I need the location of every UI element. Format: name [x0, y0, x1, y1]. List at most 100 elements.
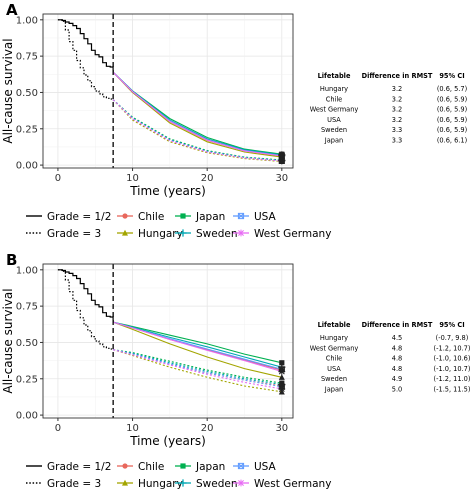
plot-border	[42, 263, 294, 419]
table-cell: 3.3	[392, 137, 403, 145]
legend-marker-west-germany	[237, 479, 245, 487]
table-header: 95% CI	[439, 321, 464, 329]
series-lines	[112, 321, 282, 393]
table-cell: 4.8	[392, 365, 403, 373]
series-line-sweden-grade12	[112, 321, 282, 368]
legend-label: Sweden	[196, 478, 238, 490]
table-cell: (-1.2, 10.7)	[434, 344, 471, 352]
table-cell: 5.0	[392, 386, 403, 394]
legend-label: Hungary	[138, 228, 183, 240]
legend-marker-hungary	[122, 479, 128, 486]
x-axis-title: Time (years)	[129, 184, 206, 198]
series-line-hungary-grade12	[112, 321, 282, 378]
table-cell: Japan	[324, 386, 343, 394]
legend-marker-chile	[122, 463, 128, 469]
table-cell: (-1.0, 10.7)	[434, 365, 471, 373]
y-axis: 0.00 0.25 0.50 0.75 1.00	[16, 265, 43, 422]
table-cell: Japan	[324, 137, 343, 145]
y-tick-label: 0.75	[16, 302, 38, 313]
y-axis: 0.00 0.25 0.50 0.75 1.00	[16, 15, 43, 172]
y-axis-title: All-cause survival	[1, 38, 15, 143]
y-tick-label: 1.00	[16, 15, 38, 26]
table-cell: USA	[327, 365, 341, 373]
table-cell: Sweden	[321, 126, 347, 134]
legend-label: Japan	[195, 211, 225, 223]
table-cell: 3.2	[392, 116, 403, 124]
table-cell: (-1.2, 11.0)	[434, 375, 471, 383]
legend-label: Grade = 1/2	[47, 461, 111, 473]
series-line-hungary-grade3	[112, 349, 282, 393]
table-cell: (0.6, 5.9)	[437, 95, 467, 103]
km-curve-grade3	[57, 19, 114, 100]
panel-a: A 0 10 20 30 0.00 0.25 0.50 0.75 1.00 Time (years)…	[1, 1, 467, 240]
legend-label: Sweden	[196, 228, 238, 240]
legend-label: Grade = 3	[47, 228, 101, 240]
y-tick-label: 1.00	[16, 265, 38, 276]
plot-border	[42, 13, 294, 169]
legend-marker-usa	[237, 462, 245, 470]
table-cell: 4.8	[392, 355, 403, 363]
legend-label: West Germany	[254, 228, 331, 240]
marker-west-germany-grade3	[278, 157, 286, 165]
legend-label: Grade = 3	[47, 478, 101, 490]
table-cell: 3.2	[392, 85, 403, 93]
series-line-japan-grade12	[112, 321, 282, 364]
panel-letter: B	[6, 251, 17, 269]
series-line-japan-grade3	[113, 349, 282, 384]
table-cell: 3.3	[392, 126, 403, 134]
rmst-table: Lifetable Difference in RMST 95% CI Hungary…	[310, 321, 471, 394]
y-tick-label: 0.00	[16, 411, 38, 422]
table-cell: Sweden	[321, 375, 347, 383]
km-curve-grade12	[57, 269, 114, 323]
legend-label: Japan	[195, 461, 225, 473]
legend-marker-west-germany	[237, 229, 245, 237]
table-cell: (0.6, 6.1)	[437, 137, 467, 145]
x-axis: 0 10 20 30	[55, 418, 288, 434]
plot-area	[43, 264, 293, 418]
table-cell: (0.6, 5.9)	[437, 116, 467, 124]
x-tick-label: 30	[275, 423, 288, 434]
y-tick-label: 0.25	[16, 374, 38, 385]
table-header: Difference in RMST	[362, 321, 433, 329]
table-cell: Hungary	[320, 334, 348, 342]
legend: Grade = 1/2 Grade = 3 Chile Japan USA Hungary…	[26, 211, 331, 240]
legend-label: Hungary	[138, 478, 183, 490]
x-tick-label: 10	[126, 423, 139, 434]
table-cell: USA	[327, 116, 341, 124]
series-line-west-germany-grade3	[112, 349, 282, 390]
km-curve-grade3	[57, 269, 114, 350]
table-cell: 3.2	[392, 106, 403, 114]
endpoint-markers	[278, 360, 286, 395]
legend-label: Chile	[138, 211, 164, 223]
table-cell: (0.6, 5.9)	[437, 106, 467, 114]
legend-label: Chile	[138, 461, 164, 473]
legend-marker-chile	[122, 213, 128, 219]
y-tick-label: 0.00	[16, 161, 38, 172]
table-cell: West Germany	[310, 106, 359, 114]
table-cell: (0.6, 5.7)	[437, 85, 467, 93]
x-tick-label: 20	[201, 173, 214, 184]
y-axis-title: All-cause survival	[1, 288, 15, 393]
legend-marker-sweden	[179, 229, 187, 237]
legend-marker-japan	[180, 213, 186, 219]
series-line-west-germany-grade3	[112, 99, 282, 162]
x-tick-label: 20	[201, 423, 214, 434]
plot-area	[43, 14, 293, 168]
table-cell: (-1.5, 11.5)	[434, 386, 471, 394]
x-tick-label: 0	[55, 173, 61, 184]
table-cell: (-0.7, 9.8)	[436, 334, 469, 342]
series-line-sweden-grade3	[113, 349, 282, 386]
series-line-west-germany-grade12	[112, 321, 282, 373]
x-tick-label: 10	[126, 173, 139, 184]
marker-west-germany-grade12	[278, 152, 286, 160]
y-tick-label: 0.50	[16, 88, 38, 99]
table-header: 95% CI	[439, 72, 464, 80]
legend-label: West Germany	[254, 478, 331, 490]
y-tick-label: 0.50	[16, 338, 38, 349]
legend-marker-japan	[180, 463, 186, 469]
legend: Grade = 1/2 Grade = 3 Chile Japan USA Hungary…	[26, 461, 331, 490]
marker-west-germany-grade3	[278, 385, 286, 393]
legend-marker-usa	[237, 212, 245, 220]
series-lines	[112, 71, 282, 163]
